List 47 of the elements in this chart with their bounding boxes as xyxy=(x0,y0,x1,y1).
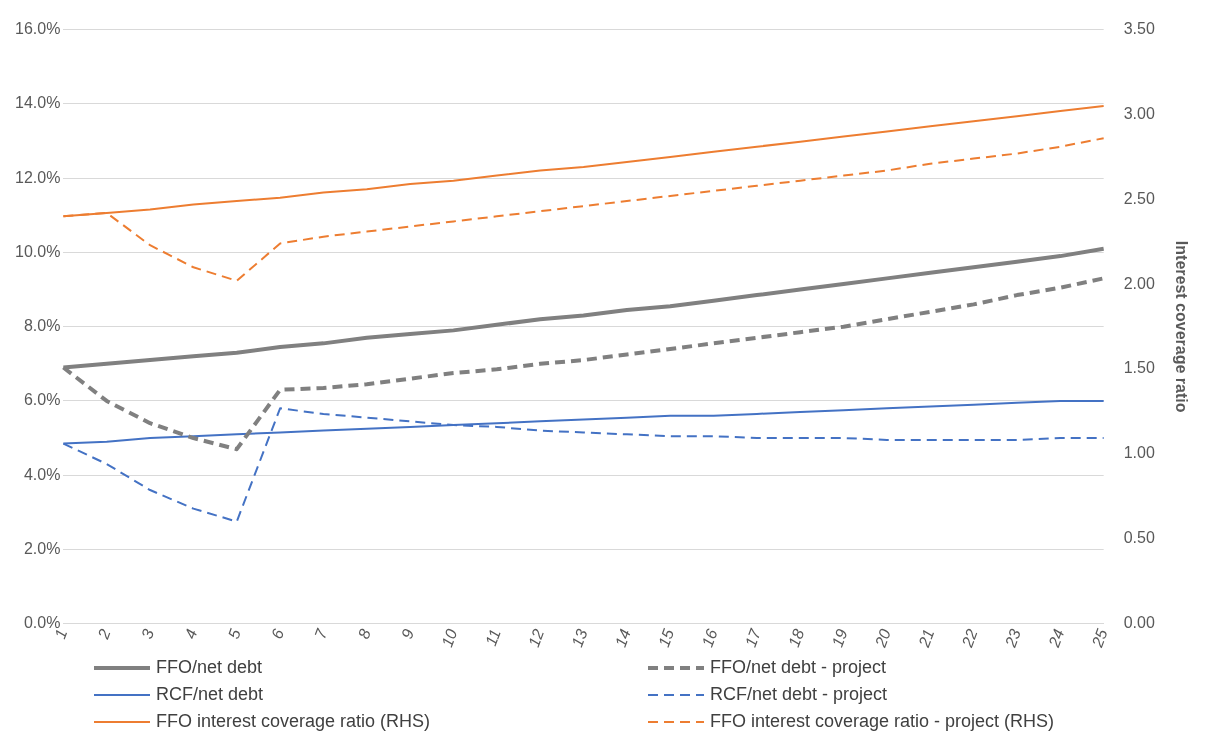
legend-label: FFO interest coverage ratio (RHS) xyxy=(156,711,431,732)
legend-label: FFO interest coverage ratio - project (RHS) xyxy=(710,711,1055,732)
y2-tick-label: 1.50 xyxy=(1123,359,1155,377)
x-tick-label: 4 xyxy=(181,626,201,641)
legend-label: FFO/net debt - project xyxy=(710,657,887,678)
x-tick-label: 19 xyxy=(828,626,851,650)
x-tick-label: 14 xyxy=(611,626,634,650)
y2-tick-label: 3.50 xyxy=(1123,20,1155,38)
y2-tick-label: 2.00 xyxy=(1123,274,1155,292)
x-tick-label: 23 xyxy=(1001,626,1025,651)
y2-axis-title: Interest coverage ratio xyxy=(1172,240,1190,413)
x-tick-label: 15 xyxy=(655,626,678,650)
x-tick-label: 24 xyxy=(1044,626,1068,651)
x-tick-label: 18 xyxy=(785,626,808,650)
y2-tick-label: 0.00 xyxy=(1123,614,1155,632)
x-tick-label: 9 xyxy=(398,626,418,641)
y-tick-label: 4.0% xyxy=(23,465,61,483)
x-tick-label: 16 xyxy=(698,626,721,650)
x-tick-label: 21 xyxy=(914,626,938,651)
y-tick-label: 14.0% xyxy=(14,94,61,112)
x-tick-label: 25 xyxy=(1088,626,1111,651)
legend-label: FFO/net debt xyxy=(156,657,263,678)
x-tick-label: 2 xyxy=(94,626,114,642)
y2-tick-label: 0.50 xyxy=(1123,529,1155,547)
x-tick-label: 11 xyxy=(482,626,504,649)
x-tick-label: 22 xyxy=(958,626,981,651)
y2-tick-label: 2.50 xyxy=(1123,189,1155,207)
y-tick-label: 16.0% xyxy=(14,20,61,38)
y-tick-label: 10.0% xyxy=(14,242,61,260)
y-tick-label: 12.0% xyxy=(14,168,61,186)
x-tick-label: 6 xyxy=(268,626,288,641)
x-tick-label: 10 xyxy=(438,626,461,650)
x-tick-label: 3 xyxy=(138,626,158,641)
x-tick-label: 13 xyxy=(568,626,591,650)
y-tick-label: 8.0% xyxy=(23,317,61,335)
x-tick-label: 8 xyxy=(354,626,374,641)
y-tick-label: 6.0% xyxy=(23,391,61,409)
y2-tick-label: 1.00 xyxy=(1123,444,1155,462)
legend-label: RCF/net debt - project xyxy=(710,684,888,705)
x-tick-label: 12 xyxy=(525,626,548,650)
x-tick-label: 5 xyxy=(224,626,244,641)
x-tick-label: 7 xyxy=(311,625,331,641)
legend-label: RCF/net debt xyxy=(156,684,264,705)
y-tick-label: 2.0% xyxy=(23,539,61,557)
y2-tick-label: 3.00 xyxy=(1123,104,1155,122)
x-tick-label: 17 xyxy=(741,625,765,650)
x-tick-label: 20 xyxy=(871,626,894,651)
